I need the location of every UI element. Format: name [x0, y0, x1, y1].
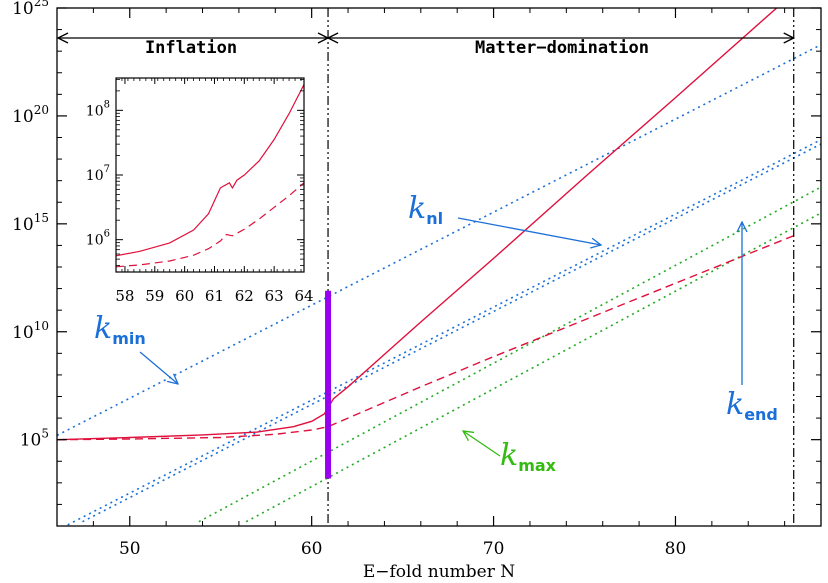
x-tick-label: 70	[483, 539, 505, 559]
inset-x-tick-label: 59	[145, 287, 164, 305]
inset-y-tick-label: 108	[86, 99, 110, 119]
inset-chart: 58 59 60 61 62 63 64 106 107 108	[86, 77, 314, 305]
y-tick-label: 1010	[12, 319, 49, 343]
main-series	[57, 8, 794, 441]
arrow-k-nl	[457, 217, 601, 245]
label-k-nl: knl	[408, 191, 443, 228]
inset-x-tick-label: 58	[115, 287, 134, 305]
inset-series-solid-line	[116, 84, 304, 257]
annotations: kmin knl kend kmax	[94, 191, 778, 475]
x-tick-label: 80	[665, 539, 687, 559]
reference-line-k-max-2	[245, 212, 821, 523]
inset-y-tick-label: 107	[86, 164, 110, 184]
inset-x-tick-label: 63	[265, 287, 284, 305]
reference-line-k-nl	[63, 138, 821, 526]
inset-x-tick-label: 62	[235, 287, 254, 305]
phase-label-inflation: Inflation	[145, 38, 237, 58]
inset-x-tick-label: 64	[294, 287, 313, 305]
reference-line-k-min	[57, 43, 821, 437]
inset-x-tick-label: 61	[205, 287, 224, 305]
x-axis-title: E−fold number N	[363, 562, 515, 582]
axes: 50 60 70 80 105 1010 1015 1020 1025	[12, 0, 822, 559]
inset-y-tick-label: 106	[86, 229, 110, 249]
y-tick-label: 105	[20, 427, 49, 451]
series-solid-line	[57, 8, 778, 441]
y-tick-label: 1015	[12, 211, 49, 235]
label-k-max: kmax	[500, 438, 557, 475]
x-tick-label: 50	[119, 539, 141, 559]
vertical-markers	[325, 8, 795, 526]
label-k-end: kend	[726, 387, 778, 424]
reference-line-k-end	[82, 143, 821, 523]
series-dashed-line	[57, 235, 794, 441]
inset-series-dashed-line	[116, 182, 304, 268]
phase-label-matter-domination: Matter−domination	[475, 38, 649, 58]
inset-series	[116, 84, 304, 268]
reference-lines	[57, 43, 821, 526]
reference-line-k-max-1	[198, 186, 821, 523]
inset-x-tick-label: 60	[175, 287, 194, 305]
x-tick-label: 60	[301, 539, 323, 559]
arrow-k-max	[463, 431, 501, 457]
y-tick-label: 1020	[12, 103, 49, 127]
y-tick-label: 1025	[12, 0, 49, 19]
inset-background	[116, 78, 304, 272]
arrow-k-min	[139, 351, 178, 384]
label-k-min: kmin	[94, 311, 146, 348]
inset-axes: 58 59 60 61 62 63 64 106 107 108	[86, 78, 314, 305]
